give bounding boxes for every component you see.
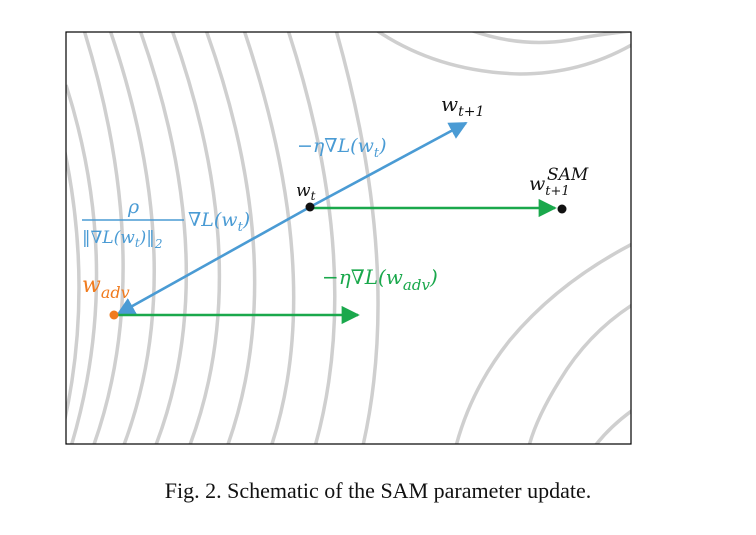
- label-w-adv: wadv: [82, 273, 130, 302]
- contour-line: [170, 32, 222, 444]
- loss-contours: [66, 32, 631, 444]
- contour-line: [138, 32, 188, 444]
- w-t-point: [305, 202, 315, 212]
- contour-line: [204, 32, 257, 444]
- contour-line: [470, 32, 631, 45]
- w-adv-point: [109, 310, 119, 320]
- contour-line: [82, 32, 125, 444]
- contour-line: [66, 148, 81, 423]
- label-rho: ρ: [127, 196, 140, 218]
- label-sam-superscript: SAM: [547, 165, 589, 185]
- contour-line: [286, 32, 337, 444]
- figure-caption: Fig. 2. Schematic of the SAM parameter u…: [164, 478, 592, 503]
- contour-line: [242, 32, 296, 444]
- contour-line: [594, 409, 631, 444]
- label-w-sam: wt+1: [529, 173, 570, 199]
- adversarial-step-arrow: [116, 205, 311, 316]
- label-w-t-plus-1: wt+1: [441, 92, 484, 120]
- contour-line: [334, 32, 380, 444]
- label-gradL: ∇L(wt): [188, 209, 250, 235]
- contour-line: [454, 242, 631, 444]
- gradient-step-arrow: [309, 121, 468, 209]
- plot-frame: [65, 31, 632, 445]
- w-sam-point: [557, 204, 567, 214]
- label-grad-step: −η∇L(wt): [297, 135, 387, 161]
- label-w-t: wt: [296, 181, 316, 203]
- contour-line: [375, 32, 631, 76]
- label-adv-gradient: −η∇L(wadv): [322, 265, 438, 294]
- contour-line: [108, 32, 156, 444]
- contour-line: [527, 303, 631, 444]
- label-norm: ‖∇L(wt)‖2: [82, 228, 162, 251]
- contour-line: [66, 84, 99, 444]
